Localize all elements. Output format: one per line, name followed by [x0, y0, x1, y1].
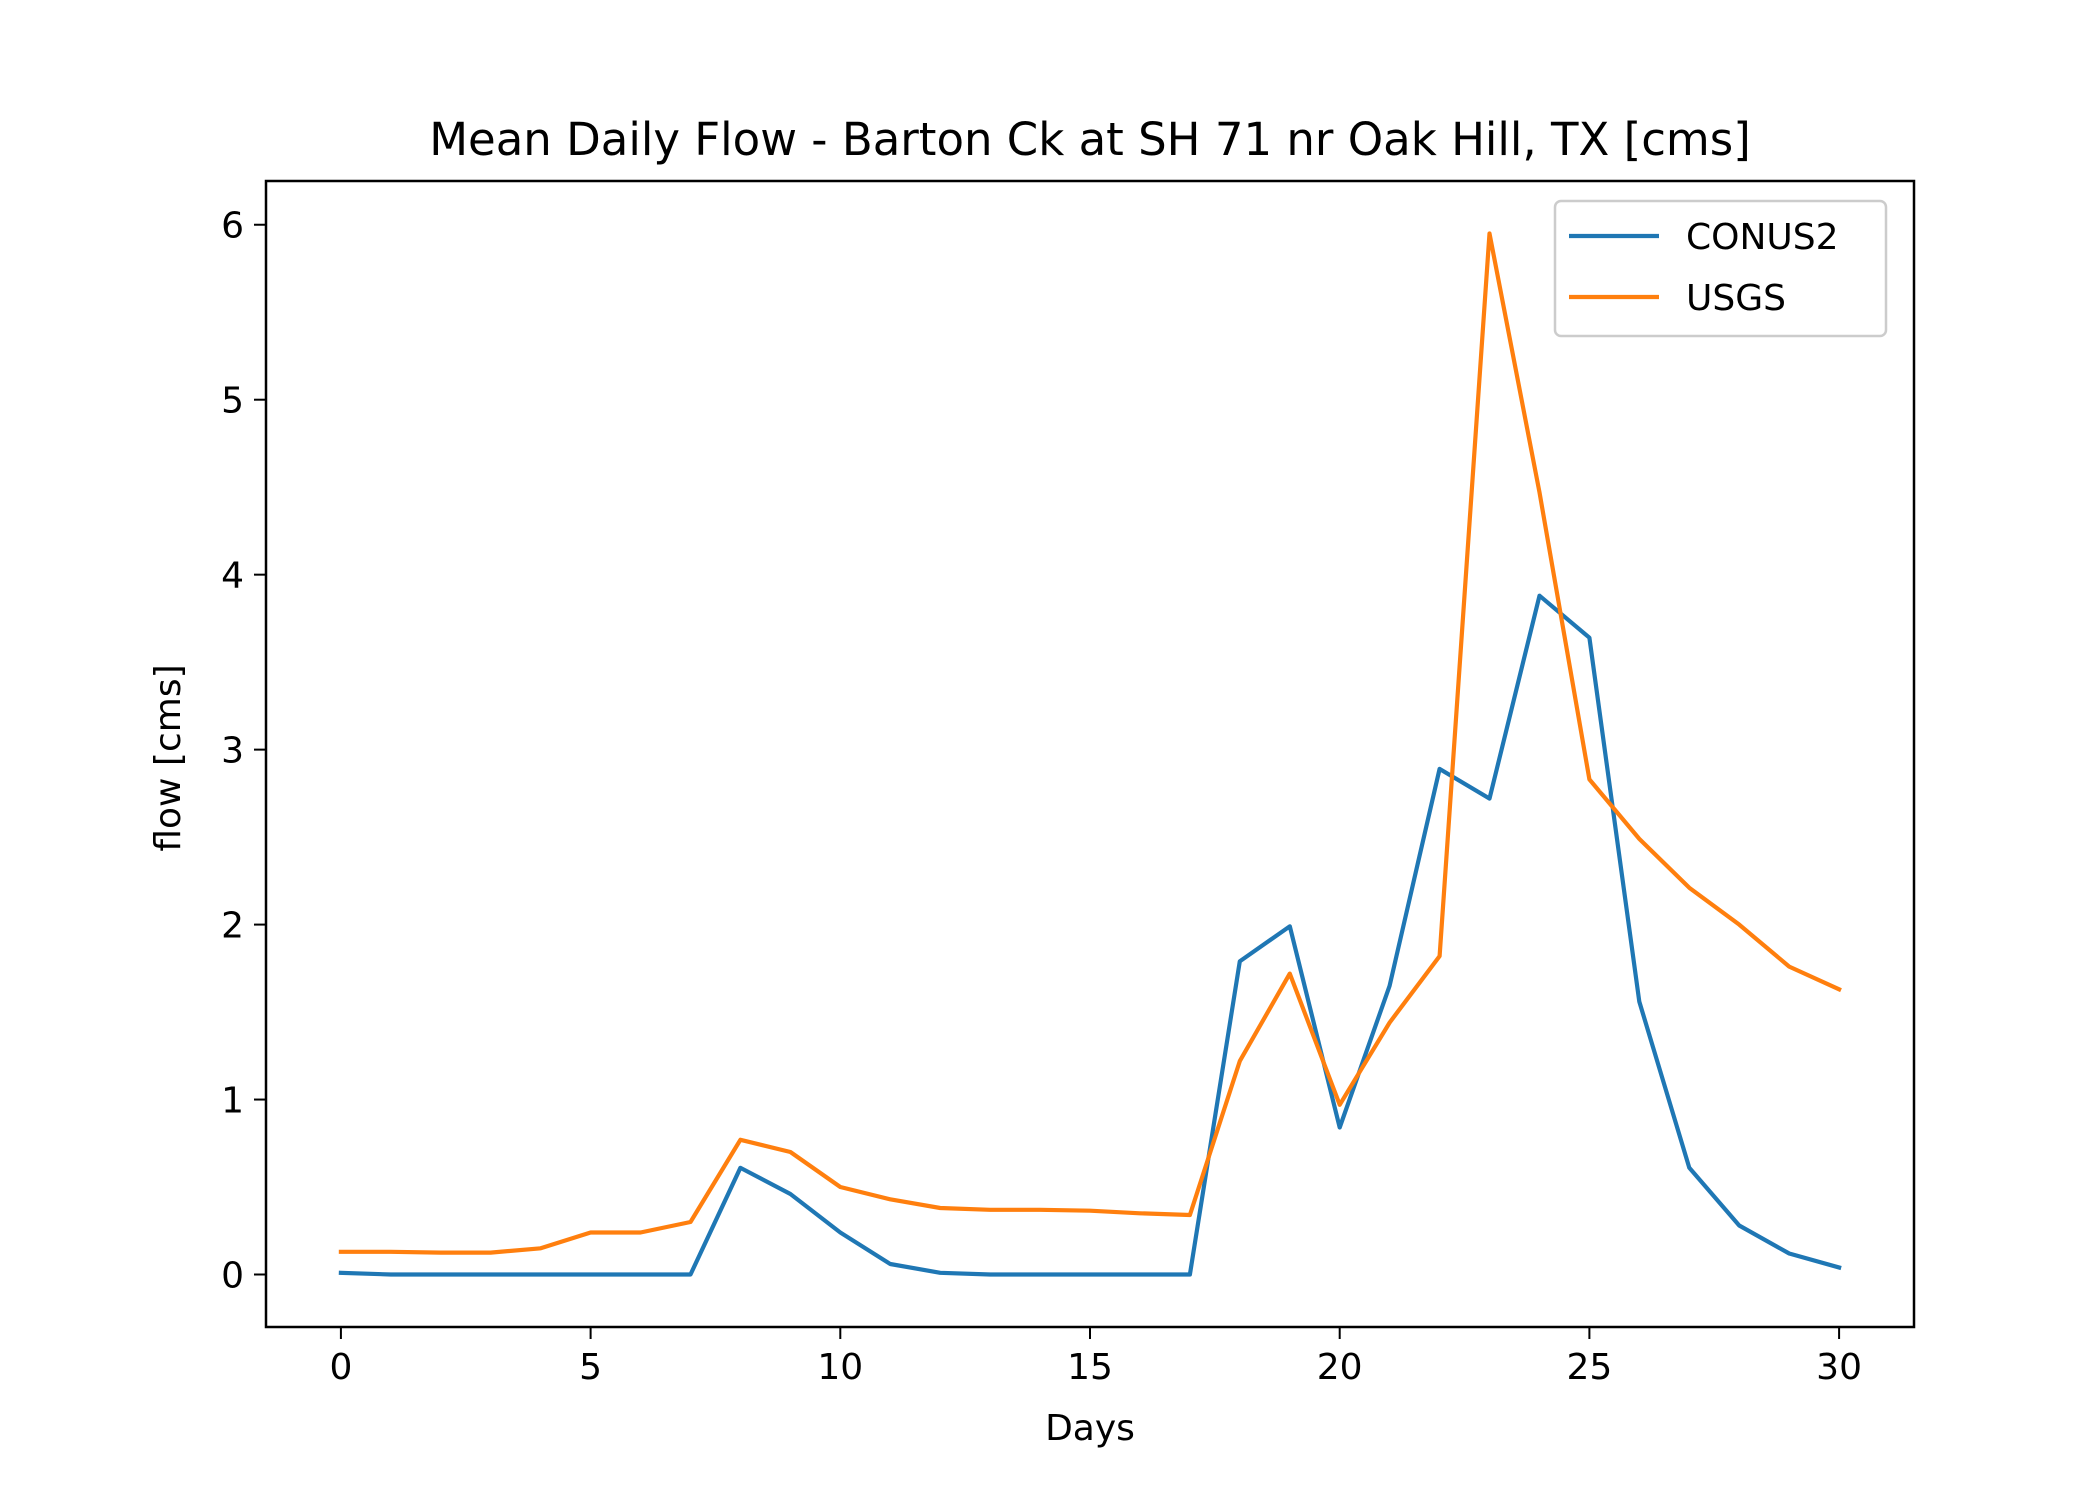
chart-title: Mean Daily Flow - Barton Ck at SH 71 nr … [429, 113, 1751, 166]
x-tick-label-0: 0 [329, 1347, 352, 1388]
series-line-conus2 [338, 593, 1842, 1277]
y-tick-label-1: 1 [221, 1081, 244, 1122]
plot-area: 0 5 10 15 20 25 30 0 1 2 3 4 5 6 CONUS2 USGS [221, 179, 1916, 1388]
y-tick-label-6: 6 [221, 206, 244, 247]
y-axis-label: flow [cms] [148, 664, 189, 851]
y-tick-label-0: 0 [221, 1256, 244, 1297]
x-tick-label-10: 10 [817, 1347, 863, 1388]
y-tick-label-5: 5 [221, 381, 244, 422]
legend-label-conus2: CONUS2 [1686, 217, 1839, 258]
y-tick-label-3: 3 [221, 731, 244, 772]
x-tick-label-5: 5 [579, 1347, 602, 1388]
series-line-usgs [338, 231, 1842, 1255]
legend-label-usgs: USGS [1686, 278, 1786, 319]
x-tick-label-25: 25 [1566, 1347, 1612, 1388]
x-tick-label-30: 30 [1816, 1347, 1862, 1388]
y-tick-label-4: 4 [221, 556, 244, 597]
x-tick-label-15: 15 [1067, 1347, 1113, 1388]
y-tick-label-2: 2 [221, 906, 244, 947]
x-axis-label: Days [1045, 1408, 1135, 1449]
x-tick-label-20: 20 [1317, 1347, 1363, 1388]
